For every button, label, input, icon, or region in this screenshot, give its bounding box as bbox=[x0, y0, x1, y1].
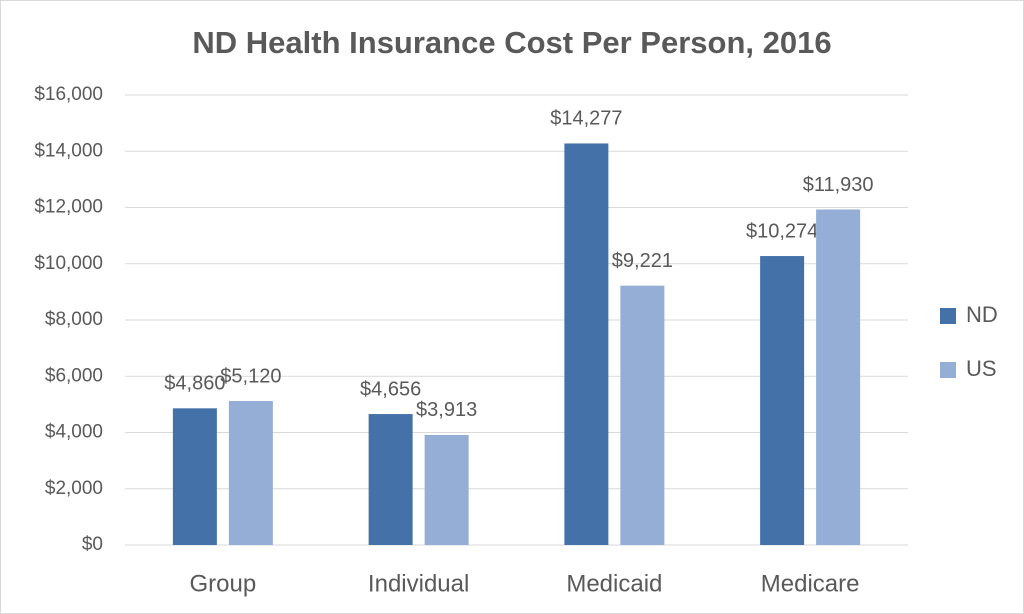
value-label: $11,930 bbox=[803, 174, 874, 196]
y-tick-label: $6,000 bbox=[45, 365, 103, 386]
value-label: $14,277 bbox=[550, 108, 622, 130]
y-tick-label: $8,000 bbox=[45, 309, 103, 330]
value-label: $3,913 bbox=[416, 399, 477, 421]
y-tick-label: $0 bbox=[82, 534, 103, 555]
x-tick-label: Medicaid bbox=[566, 570, 662, 597]
chart-title: ND Health Insurance Cost Per Person, 201… bbox=[192, 25, 831, 60]
x-tick-label: Medicare bbox=[761, 570, 860, 597]
bar bbox=[228, 401, 273, 545]
y-tick-label: $10,000 bbox=[34, 253, 103, 274]
bar bbox=[620, 285, 665, 545]
value-label: $4,656 bbox=[360, 378, 421, 400]
y-tick-label: $12,000 bbox=[34, 197, 103, 218]
y-tick-label: $14,000 bbox=[34, 140, 103, 161]
x-tick-label: Individual bbox=[368, 570, 469, 597]
bar bbox=[172, 408, 217, 545]
y-tick-label: $4,000 bbox=[45, 422, 103, 443]
value-label: $5,120 bbox=[220, 365, 281, 387]
bar bbox=[564, 143, 609, 545]
bar bbox=[368, 414, 413, 545]
y-tick-label: $16,000 bbox=[34, 84, 103, 105]
x-tick-label: Group bbox=[190, 570, 257, 597]
legend-label: ND bbox=[966, 302, 998, 327]
bar bbox=[816, 209, 861, 545]
value-label: $4,860 bbox=[164, 373, 225, 395]
bar bbox=[760, 256, 805, 545]
legend-label: US bbox=[966, 356, 997, 381]
y-tick-label: $2,000 bbox=[45, 478, 103, 499]
bar bbox=[424, 434, 469, 545]
legend-swatch bbox=[940, 362, 956, 378]
value-label: $10,274 bbox=[746, 220, 818, 242]
legend-swatch bbox=[940, 308, 956, 324]
value-label: $9,221 bbox=[612, 250, 673, 272]
